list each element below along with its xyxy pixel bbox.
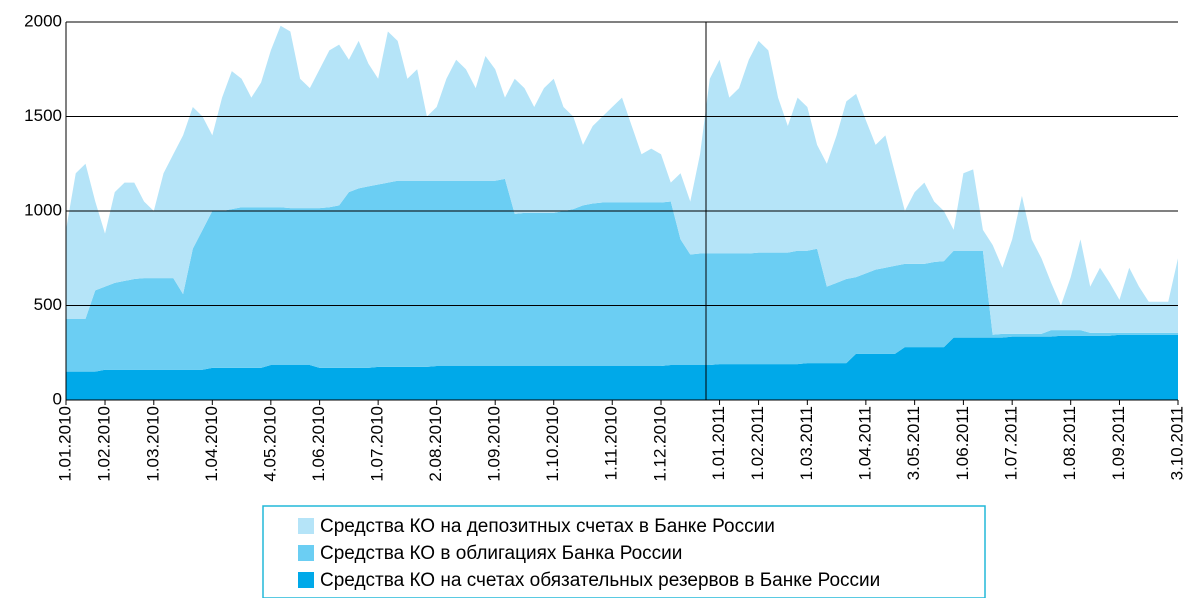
x-tick-label: 1.09.2011 bbox=[1109, 406, 1128, 480]
area bbox=[66, 25, 1178, 335]
legend-label: Средства КО на депозитных счетах в Банке… bbox=[320, 516, 775, 537]
x-tick-label: 1.11.2010 bbox=[602, 406, 621, 480]
x-tick-label: 1.04.2010 bbox=[202, 406, 221, 482]
legend-box bbox=[262, 505, 986, 598]
x-tick-label: 3.10.2011 bbox=[1167, 406, 1184, 480]
x-tick-label: 1.06.2010 bbox=[309, 406, 328, 482]
y-tick-label: 2000 bbox=[24, 11, 62, 30]
y-tick-label: 500 bbox=[34, 295, 62, 314]
legend-label: Средства КО на счетах обязательных резер… bbox=[320, 570, 880, 591]
x-tick-label: 1.10.2010 bbox=[543, 406, 562, 482]
x-tick-label: 1.04.2011 bbox=[855, 406, 874, 480]
x-tick-label: 1.02.2010 bbox=[95, 406, 114, 482]
y-tick-label: 1500 bbox=[24, 106, 62, 125]
y-tick-label: 0 bbox=[53, 389, 62, 408]
y-tick-label: 1000 bbox=[24, 200, 62, 219]
area bbox=[66, 334, 1178, 400]
legend-label: Средства КО в облигациях Банка России bbox=[320, 543, 682, 564]
x-tick-label: 1.03.2010 bbox=[143, 406, 162, 482]
legend-swatch bbox=[298, 572, 314, 588]
x-tick-label: 4.05.2010 bbox=[260, 406, 279, 482]
x-tick-label: 1.07.2011 bbox=[1002, 406, 1021, 480]
x-tick-label: 1.02.2011 bbox=[748, 406, 767, 480]
x-tick-label: 1.01.2011 bbox=[709, 406, 728, 480]
legend-swatch bbox=[298, 545, 314, 561]
x-tick-label: 1.03.2011 bbox=[797, 406, 816, 480]
x-tick-label: 1.12.2010 bbox=[651, 406, 670, 482]
x-tick-label: 1.09.2010 bbox=[485, 406, 504, 482]
x-tick-label: 1.06.2011 bbox=[953, 406, 972, 480]
x-tick-label: 1.07.2010 bbox=[368, 406, 387, 482]
x-tick-label: 3.05.2011 bbox=[904, 406, 923, 480]
x-tick-label: 2.08.2010 bbox=[426, 406, 445, 482]
legend-swatch bbox=[298, 518, 314, 534]
area bbox=[66, 178, 1178, 372]
x-tick-label: 1.08.2011 bbox=[1060, 406, 1079, 480]
x-tick-label: 1.01.2010 bbox=[55, 406, 74, 482]
